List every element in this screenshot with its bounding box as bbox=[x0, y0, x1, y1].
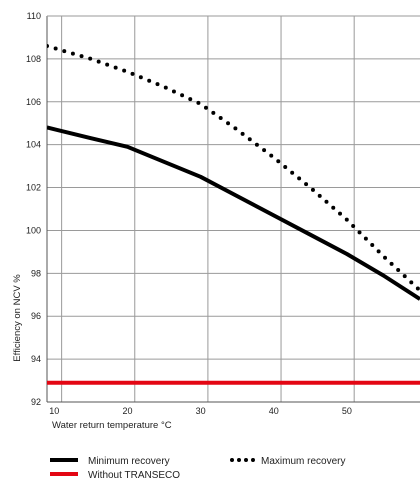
y-tick-label: 96 bbox=[31, 311, 41, 321]
y-tick-label: 98 bbox=[31, 268, 41, 278]
y-tick-label: 100 bbox=[26, 225, 41, 235]
plot-frame bbox=[46, 15, 420, 403]
series-lines bbox=[47, 44, 420, 385]
x-tick-label: 50 bbox=[342, 406, 352, 416]
y-tick-label: 108 bbox=[26, 54, 41, 64]
y-tick-labels: 92 94 96 98 100 102 104 106 108 110 bbox=[26, 11, 41, 407]
maximum-recovery-line bbox=[47, 44, 420, 293]
minimum-recovery-line bbox=[47, 125, 420, 301]
y-tick-label: 104 bbox=[26, 140, 41, 150]
legend-label-without-transeco: Without TRANSECO bbox=[88, 470, 180, 481]
x-tick-label: 30 bbox=[196, 406, 206, 416]
y-tick-label: 92 bbox=[31, 397, 41, 407]
legend-label-minimum-recovery: Minimum recovery bbox=[88, 456, 170, 467]
y-axis-label: Efficiency on NCV % bbox=[12, 274, 23, 362]
x-axis-label: Water return temperature °C bbox=[52, 420, 172, 431]
grid bbox=[47, 15, 420, 403]
y-tick-label: 110 bbox=[27, 11, 41, 21]
y-tick-label: 106 bbox=[26, 97, 41, 107]
x-tick-label: 40 bbox=[269, 406, 279, 416]
x-tick-labels: 10 20 30 40 50 bbox=[49, 406, 352, 416]
legend: Minimum recovery Maximum recovery Withou… bbox=[50, 456, 345, 481]
y-tick-label: 94 bbox=[31, 354, 41, 364]
x-tick-label: 10 bbox=[49, 406, 59, 416]
y-tick-label: 102 bbox=[26, 183, 41, 193]
legend-label-maximum-recovery: Maximum recovery bbox=[261, 456, 345, 467]
x-tick-label: 20 bbox=[122, 406, 132, 416]
